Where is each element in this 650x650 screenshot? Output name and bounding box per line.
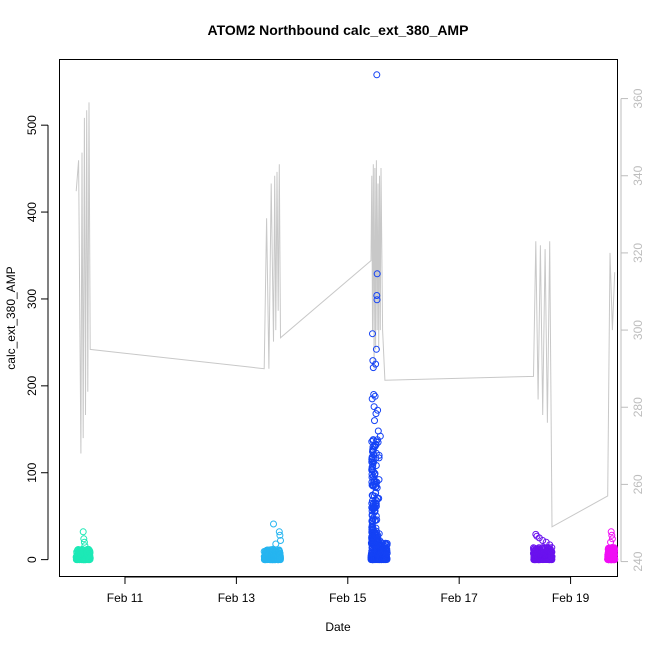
scatter-point: [86, 554, 94, 562]
scatter-point: [532, 530, 540, 538]
scatter-point: [611, 556, 619, 564]
scatter-point: [370, 403, 378, 411]
y2-tick-label: 280: [631, 397, 645, 417]
scatter-point: [371, 504, 379, 512]
scatter-point: [79, 528, 87, 536]
scatter-point: [373, 270, 381, 278]
y2-tick-label: 340: [631, 165, 645, 185]
scatter-point: [383, 540, 391, 547]
y-tick-label: 0: [25, 556, 39, 563]
scatter-point: [371, 417, 378, 425]
y-axis-label: calc_ext_380_AMP: [4, 266, 18, 369]
scatter-point: [375, 451, 383, 459]
axes-layer: 0 100 200 300 400 500 240 260 280 300 320 340 360 Feb…: [25, 88, 645, 605]
scatter-point: [546, 541, 554, 549]
scatter-point: [383, 549, 391, 557]
x-tick-label: Feb 15: [329, 591, 367, 605]
scatter-point: [368, 458, 376, 466]
x-tick-label: Feb 11: [107, 591, 144, 605]
scatter-point: [369, 466, 376, 474]
scatter-point: [371, 489, 379, 497]
scatter-point: [607, 528, 615, 536]
scatter-point: [372, 360, 380, 368]
scatter-point: [270, 520, 277, 528]
y2-tick-label: 360: [631, 88, 645, 108]
scatter-point: [81, 542, 89, 550]
scatter-point: [369, 330, 376, 338]
x-tick-label: Feb 17: [441, 591, 479, 605]
scatter-point: [539, 537, 547, 544]
chart-title: ATOM2 Northbound calc_ext_380_AMP: [208, 22, 469, 38]
scatter-point: [373, 516, 381, 524]
scatter-point: [375, 454, 383, 462]
scatter-point: [275, 528, 283, 536]
y-tick-label: 100: [25, 462, 39, 482]
scatter-point: [548, 548, 556, 556]
plot-area-border: [59, 59, 618, 577]
scatter-point: [368, 395, 376, 403]
scatter-point: [548, 553, 556, 561]
scatter-point: [80, 535, 88, 543]
scatter-point: [372, 345, 380, 353]
y2-tick-label: 300: [631, 320, 645, 340]
scatter-point: [372, 462, 380, 469]
scatter-point: [368, 478, 376, 486]
scatter-point: [368, 481, 376, 489]
scatter-point: [374, 406, 382, 414]
scatter-point: [372, 410, 380, 418]
scatter-point: [548, 556, 556, 564]
scatter-point: [369, 500, 377, 508]
scatter-point: [373, 292, 381, 299]
y2-tick-label: 240: [631, 551, 645, 571]
scatter-point: [372, 500, 380, 508]
scatter-point: [276, 531, 284, 539]
scatter-point: [80, 538, 88, 546]
scatter-point: [607, 538, 615, 546]
scatter-point: [369, 515, 377, 523]
scatter-point: [610, 547, 618, 555]
secondary-line-layer: [75, 102, 616, 528]
scatter-point: [369, 437, 377, 445]
y-tick-label: 300: [25, 289, 39, 309]
x-tick-label: Feb 13: [218, 591, 256, 605]
x-axis-label: Date: [325, 620, 351, 634]
scatter-point: [277, 537, 284, 544]
scatter-point: [608, 531, 616, 539]
scatter-point: [368, 533, 376, 541]
scatter-point: [608, 535, 616, 543]
scatter-point: [368, 470, 376, 478]
scatter-point: [368, 456, 376, 463]
scatter-point: [272, 540, 280, 548]
scatter-point: [368, 453, 376, 461]
series-line: [75, 102, 616, 528]
y-tick-label: 400: [25, 202, 39, 222]
y-tick-label: 200: [25, 376, 39, 396]
scatter-point: [375, 476, 383, 484]
scatter-point: [369, 364, 377, 372]
y2-tick-label: 320: [631, 243, 645, 263]
scatter-point: [373, 296, 381, 304]
scatter-point: [277, 554, 284, 562]
scatter-point: [611, 545, 619, 553]
x-tick-label: Feb 19: [552, 591, 590, 605]
scatter-layer: [72, 71, 619, 564]
scatter-point: [373, 436, 381, 444]
scatter-point: [368, 526, 376, 534]
scatter-point: [383, 555, 391, 563]
scatter-point: [370, 391, 378, 398]
scatter-point: [373, 71, 381, 79]
scatter-point: [370, 442, 378, 450]
y-tick-label: 500: [25, 115, 39, 135]
y2-tick-label: 260: [631, 474, 645, 494]
